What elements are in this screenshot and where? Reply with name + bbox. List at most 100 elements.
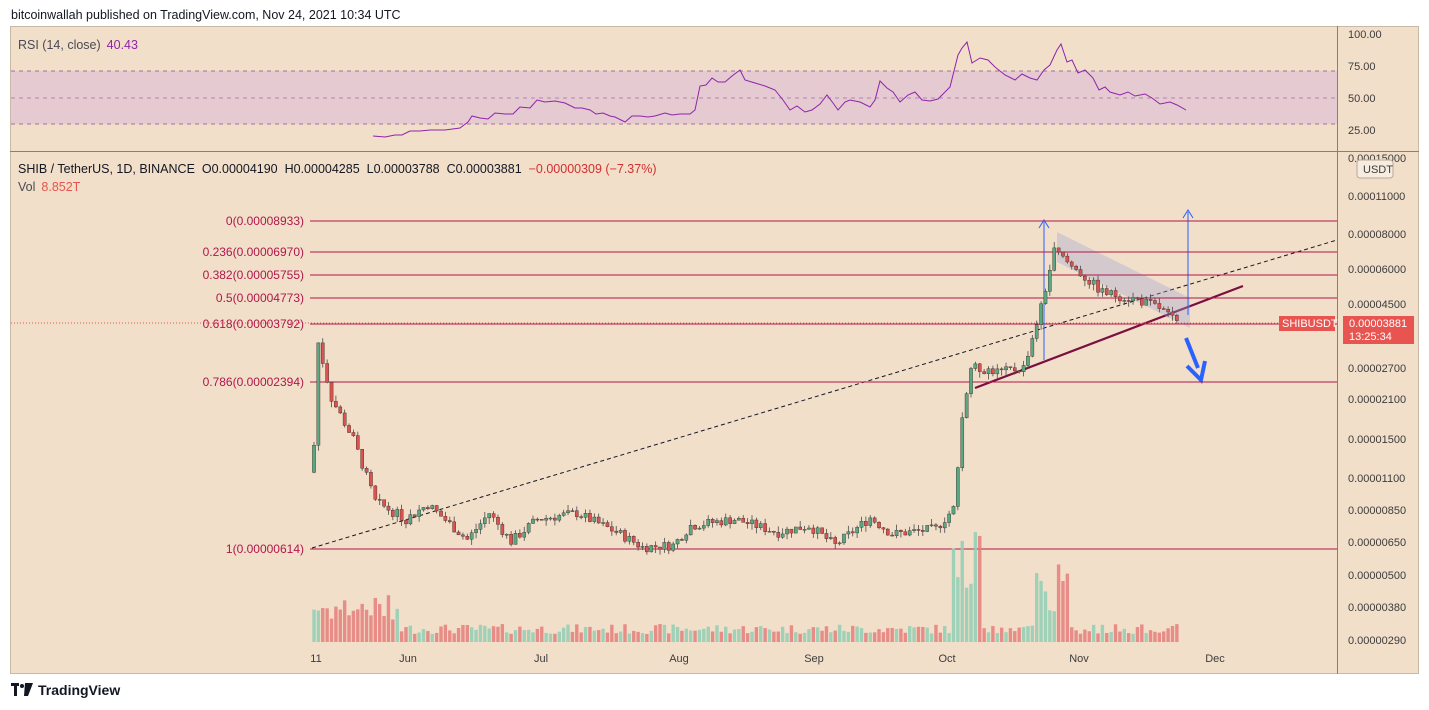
time-tick-label: Oct (938, 653, 955, 665)
volume-bar (404, 627, 408, 642)
chart-area[interactable] (10, 26, 1419, 674)
candle-body (320, 342, 325, 364)
volume-bar (750, 631, 754, 642)
price-tick-label: 0.00011000 (1348, 191, 1405, 203)
candle-body (395, 509, 400, 517)
volume-bar (588, 626, 592, 642)
rsi-axis-ticks: 100.00 75.00 50.00 25.00 (1348, 29, 1382, 137)
volume-bar (732, 629, 737, 642)
time-tick-label: Sep (804, 653, 824, 665)
fib-level-label: 0.786(0.00002394) (203, 375, 304, 389)
candle-body (942, 522, 947, 529)
candle-body (456, 531, 461, 536)
candle-body (925, 525, 929, 532)
candle-body (662, 542, 667, 550)
volume-bar (623, 624, 627, 642)
volume-bar (636, 631, 640, 642)
rsi-legend[interactable]: RSI (14, close) 40.43 (18, 38, 138, 52)
volume-bar (894, 628, 899, 642)
volume-bar (724, 626, 728, 642)
candle-body (487, 513, 492, 519)
candle-body (767, 531, 772, 533)
candle-body (732, 519, 737, 524)
candle-body (973, 363, 978, 369)
volume-bar (434, 632, 439, 642)
volume-legend[interactable]: Vol 8.852T (18, 180, 80, 194)
volume-bar (1078, 633, 1083, 642)
candle-body (824, 533, 829, 539)
candle-body (592, 516, 597, 522)
volume-bar (956, 577, 960, 642)
volume-bar (886, 628, 890, 642)
price-scale[interactable] (1337, 26, 1419, 674)
candle-body (1030, 338, 1035, 357)
volume-bar (491, 626, 496, 642)
volume-value: 8.852T (41, 180, 81, 194)
descending-channel[interactable] (1057, 232, 1190, 328)
volume-bar (1087, 631, 1091, 642)
fib-retracement[interactable]: 0(0.00008933) 0.236(0.00006970) 0.382(0.00… (203, 214, 1337, 556)
currency-badge[interactable]: USDT (1356, 159, 1394, 179)
volume-bar (1083, 629, 1087, 642)
price-tick-label: 0.00002100 (1348, 394, 1406, 406)
candle-body (522, 531, 527, 538)
candle-body (780, 533, 785, 538)
pane-separator[interactable] (10, 151, 1419, 152)
volume-bar (1135, 627, 1140, 642)
candle-body (675, 539, 680, 545)
last-price-text: 0.00003881 (1349, 318, 1407, 330)
candle-body (754, 519, 759, 528)
candle-body (1161, 308, 1166, 310)
volume-bar (439, 626, 443, 642)
volume-bar (430, 633, 434, 642)
candle-body (982, 371, 986, 374)
volume-bar (413, 633, 417, 642)
candle-body (618, 530, 623, 533)
candle-body (518, 533, 522, 538)
volume-bar (684, 628, 688, 642)
candle-body (557, 515, 562, 521)
breakdown-arrow[interactable] (1184, 337, 1200, 369)
volume-bar (369, 615, 373, 642)
candle-body (850, 531, 855, 534)
candle-body (802, 529, 807, 531)
volume-bar (373, 597, 378, 642)
candle-body (1140, 298, 1144, 306)
candle-body (684, 534, 689, 541)
volume-bar (675, 626, 680, 642)
candlesticks (312, 242, 1179, 555)
volume-bar (601, 628, 605, 642)
tradingview-footer[interactable]: TradingView (11, 682, 120, 698)
candle-body (864, 521, 868, 526)
volume-bar (829, 632, 833, 642)
volume-bar (1091, 624, 1096, 642)
volume-bar (999, 627, 1004, 642)
candle-body (728, 517, 732, 524)
candle-body (885, 528, 890, 536)
candle-body (807, 527, 811, 530)
candle-body (1100, 288, 1105, 293)
candle-body (1069, 261, 1074, 267)
candle-body (329, 382, 334, 402)
dashed-trendline[interactable] (311, 239, 1338, 549)
volume-bar (575, 624, 579, 642)
volume-bar (632, 630, 636, 642)
volume-bar (1148, 630, 1153, 642)
candle-body (855, 527, 859, 534)
volume-bar (903, 632, 907, 642)
candle-body (1056, 247, 1061, 253)
volume-bar (312, 609, 316, 642)
symbol-legend[interactable]: SHIB / TetherUS, 1D, BINANCE O0.00004190… (18, 162, 657, 176)
candle-body (417, 509, 421, 517)
candle-body (680, 539, 684, 541)
volume-bar (518, 626, 522, 642)
time-tick-label: Dec (1205, 653, 1225, 665)
volume-bar (487, 628, 491, 642)
volume-bar (1122, 628, 1126, 642)
volume-bar (448, 630, 452, 642)
candle-body (544, 518, 548, 521)
candle-body (881, 527, 886, 530)
ohlc-low: L0.00003788 (366, 162, 440, 176)
volume-bar (737, 629, 741, 642)
volume-bar (789, 625, 794, 642)
